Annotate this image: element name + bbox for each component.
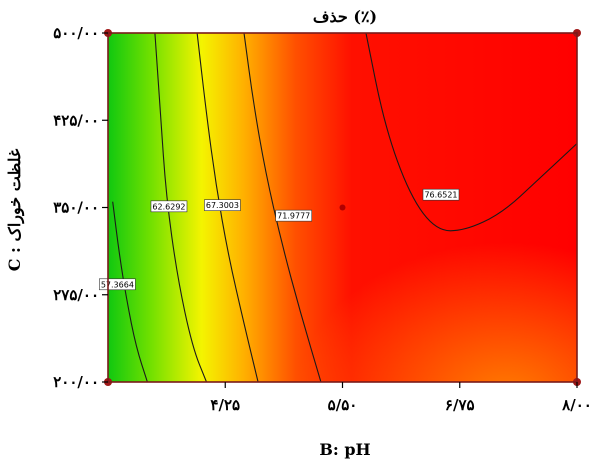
y-tick-label-5: ۵۰۰/۰۰ bbox=[53, 24, 99, 42]
contour-line-4 bbox=[243, 32, 322, 383]
design-point-5 bbox=[339, 204, 346, 211]
contour-line-2 bbox=[154, 32, 208, 383]
y-tick-label-4: ۴۲۵/۰۰ bbox=[53, 111, 99, 129]
contour-line-5 bbox=[365, 32, 578, 232]
contour-label-4: 71.9777 bbox=[277, 212, 310, 221]
chart-title: حذف (٪) bbox=[313, 7, 377, 26]
contour-line-3 bbox=[196, 32, 259, 383]
y-tick-label-1: ۲۰۰/۰۰ bbox=[53, 373, 99, 391]
x-tick-label-2: ۵/۵۰ bbox=[328, 396, 358, 414]
y-tick-label-2: ۲۷۵/۰۰ bbox=[53, 286, 99, 304]
contour-lines bbox=[112, 32, 578, 383]
contour-label-box-3 bbox=[204, 199, 241, 211]
x-tick-label-3: ۶/۷۵ bbox=[445, 396, 475, 414]
x-tick-label-4: ۸/۰۰ bbox=[561, 396, 592, 414]
y-axis-title: C : غلظت خوراک bbox=[5, 148, 25, 271]
contour-label-box-5 bbox=[422, 188, 460, 201]
contour-label-1: 57.3664 bbox=[101, 280, 134, 289]
contour-labels: 57.3664 62.6292 67.3003 71.9777 76.6521 bbox=[99, 188, 460, 291]
axes: ۴/۲۵ ۵/۵۰ ۶/۷۵ ۸/۰۰ ۲۰۰/۰۰ ۲۷۵/۰۰ ۳۵۰/۰۰ ۴۲۵/۰۰… bbox=[53, 24, 592, 414]
contour-label-5: 76.6521 bbox=[424, 191, 457, 200]
contour-label-box-1 bbox=[99, 278, 136, 291]
contour-label-3: 67.3003 bbox=[206, 201, 239, 210]
contour-line-1 bbox=[112, 201, 148, 383]
contour-label-2: 62.6292 bbox=[152, 202, 185, 211]
contour-label-box-4 bbox=[275, 209, 313, 222]
x-tick-label-1: ۴/۲۵ bbox=[210, 396, 240, 414]
x-axis-title: B: pH bbox=[319, 440, 370, 459]
contour-label-box-2 bbox=[150, 200, 188, 213]
y-tick-label-3: ۳۵۰/۰۰ bbox=[53, 199, 99, 217]
